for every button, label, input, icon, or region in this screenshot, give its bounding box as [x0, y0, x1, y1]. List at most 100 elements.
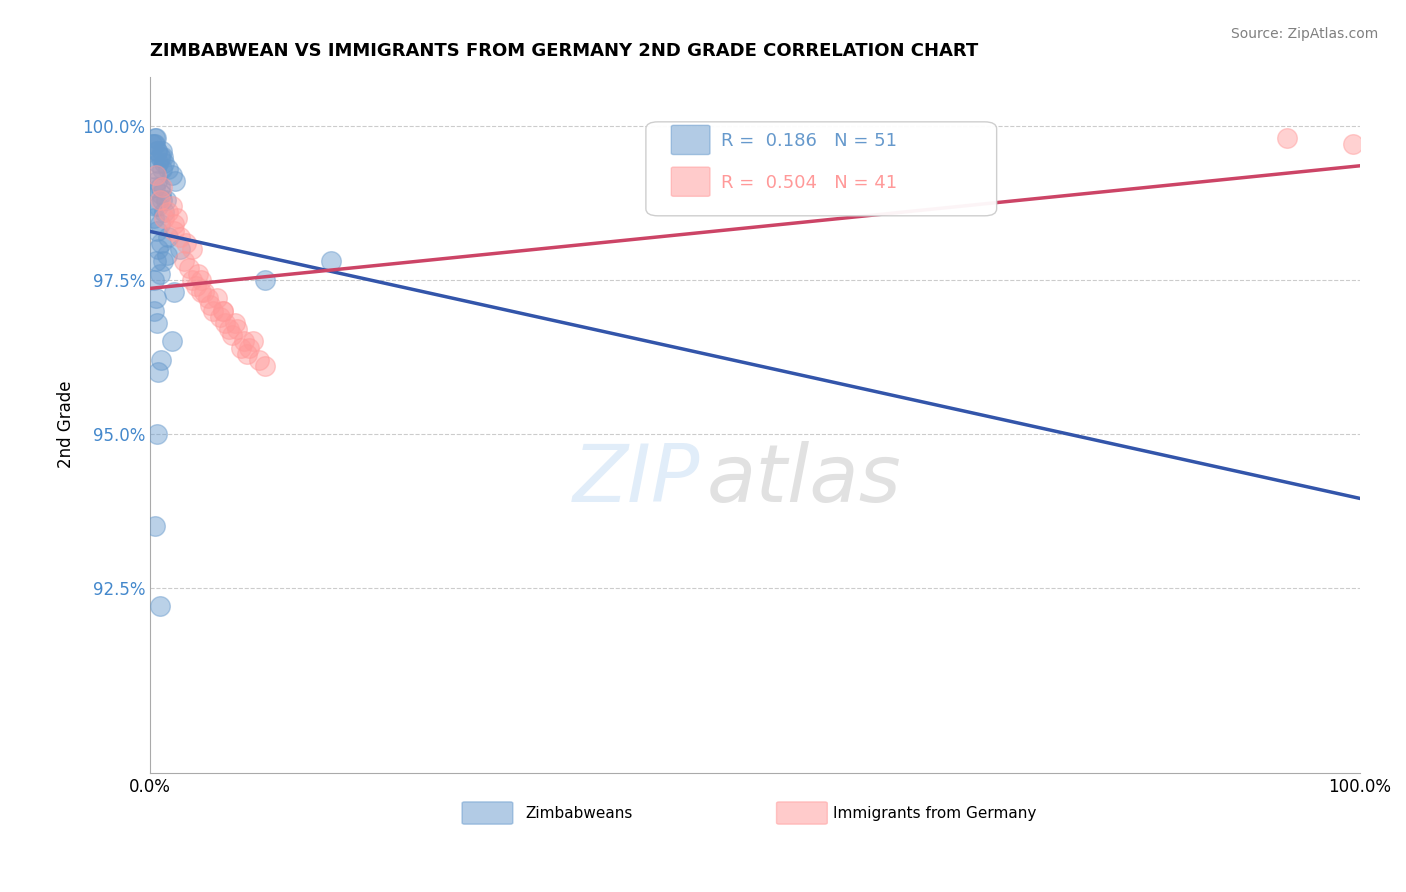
Point: [157, 161, 180, 176]
Point: [187, 267, 209, 281]
Point: [145, 254, 167, 268]
Point: [143, 199, 166, 213]
FancyBboxPatch shape: [671, 125, 710, 154]
Text: Zimbabweans: Zimbabweans: [524, 805, 633, 821]
Point: [233, 334, 256, 349]
Point: [166, 211, 188, 226]
Point: [238, 341, 260, 355]
Point: [181, 273, 204, 287]
Point: [145, 291, 167, 305]
Text: atlas: atlas: [706, 442, 901, 519]
Text: Source: ZipAtlas.com: Source: ZipAtlas.com: [1230, 27, 1378, 41]
Point: [150, 193, 173, 207]
Point: [157, 205, 180, 219]
Point: [143, 180, 166, 194]
Point: [152, 150, 174, 164]
Point: [160, 334, 183, 349]
Point: [218, 322, 240, 336]
Point: [142, 303, 165, 318]
Point: [149, 150, 172, 164]
Point: [148, 156, 170, 170]
Point: [226, 322, 249, 336]
Point: [253, 359, 276, 373]
Point: [169, 229, 191, 244]
Point: [149, 180, 172, 194]
Point: [193, 285, 215, 300]
FancyBboxPatch shape: [671, 167, 710, 196]
Text: R =  0.504   N = 41: R = 0.504 N = 41: [721, 174, 897, 192]
Point: [157, 229, 180, 244]
Point: [143, 519, 166, 533]
Point: [142, 273, 165, 287]
Point: [174, 235, 197, 250]
Point: [156, 248, 179, 262]
Point: [163, 224, 186, 238]
Point: [321, 254, 343, 268]
Point: [214, 316, 236, 330]
Point: [150, 180, 173, 194]
Point: [149, 218, 172, 232]
Point: [143, 137, 166, 152]
Point: [211, 303, 233, 318]
Point: [160, 168, 183, 182]
Point: [200, 297, 222, 311]
Point: [149, 267, 172, 281]
Point: [143, 131, 166, 145]
Y-axis label: 2nd Grade: 2nd Grade: [58, 381, 75, 468]
Point: [149, 150, 172, 164]
Text: ZIP: ZIP: [572, 442, 700, 519]
Point: [1275, 131, 1298, 145]
Point: [152, 254, 174, 268]
Point: [235, 347, 257, 361]
Point: [149, 599, 172, 614]
Point: [142, 137, 165, 152]
Point: [190, 273, 212, 287]
Point: [201, 303, 224, 318]
Point: [163, 285, 186, 300]
Point: [221, 328, 243, 343]
Point: [146, 224, 169, 238]
Point: [247, 353, 270, 368]
Point: [211, 303, 233, 318]
Point: [145, 161, 167, 176]
Point: [177, 260, 200, 275]
Point: [146, 316, 169, 330]
FancyBboxPatch shape: [645, 122, 997, 216]
Point: [149, 186, 172, 201]
Point: [169, 242, 191, 256]
Text: Immigrants from Germany: Immigrants from Germany: [834, 805, 1036, 821]
FancyBboxPatch shape: [776, 802, 827, 824]
Point: [153, 211, 176, 226]
Point: [155, 193, 177, 207]
Point: [146, 174, 169, 188]
Point: [184, 279, 207, 293]
Point: [141, 137, 163, 152]
Point: [190, 285, 212, 300]
Point: [165, 174, 187, 188]
Point: [1343, 137, 1365, 152]
Point: [145, 168, 167, 182]
Point: [146, 144, 169, 158]
FancyBboxPatch shape: [463, 802, 513, 824]
Point: [224, 316, 246, 330]
Point: [146, 426, 169, 441]
Point: [153, 205, 176, 219]
Point: [150, 144, 173, 158]
Point: [146, 144, 169, 158]
Point: [242, 334, 264, 349]
Point: [197, 291, 219, 305]
Point: [145, 131, 167, 145]
Point: [163, 218, 186, 232]
Point: [209, 310, 232, 324]
Point: [148, 199, 170, 213]
Point: [173, 254, 195, 268]
Point: [149, 193, 172, 207]
Point: [148, 365, 170, 379]
Text: R =  0.186   N = 51: R = 0.186 N = 51: [721, 132, 897, 151]
Point: [205, 291, 228, 305]
Point: [181, 242, 204, 256]
Point: [253, 273, 276, 287]
Point: [160, 199, 183, 213]
Point: [149, 353, 172, 368]
Point: [150, 161, 173, 176]
